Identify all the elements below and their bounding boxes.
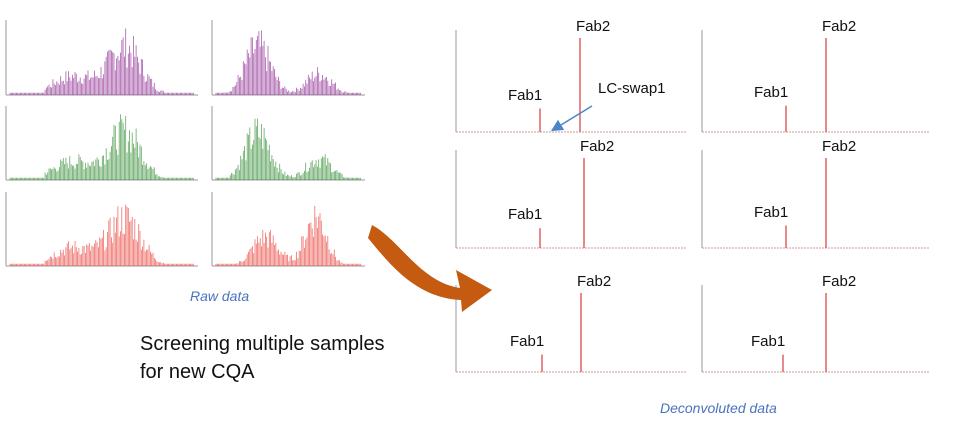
fab1-label: Fab1	[510, 332, 545, 350]
screening-line-2: for new CQA	[140, 361, 255, 383]
raw-spectrum-panel	[211, 106, 365, 181]
fab1-label: Fab1	[508, 206, 543, 224]
raw-spectrum-trace	[215, 30, 361, 95]
raw-spectrum-panel	[211, 20, 365, 96]
fab2-label: Fab2	[576, 18, 611, 35]
raw-spectrum-trace	[9, 114, 194, 180]
raw-spectrum-trace	[9, 28, 194, 95]
deconvoluted-panel	[455, 285, 686, 373]
raw-spectra	[5, 20, 365, 267]
deconvoluted-panel	[701, 150, 930, 249]
raw-spectrum-trace	[215, 118, 361, 180]
fab2-label: Fab2	[580, 138, 615, 155]
fab1-label: Fab1	[754, 203, 789, 221]
raw-spectrum-trace	[9, 204, 194, 266]
lc-swap-label: LC-swap1	[598, 80, 666, 97]
raw-spectrum-panel	[5, 106, 198, 181]
fab1-label: Fab1	[751, 332, 786, 350]
lc-swap-pointer	[550, 105, 593, 132]
screening-text: Screening multiple samples for new CQA	[140, 330, 385, 386]
raw-spectrum-panel	[211, 192, 365, 267]
fab2-label: Fab2	[822, 273, 857, 290]
fab1-label: Fab1	[508, 86, 543, 104]
screening-line-1: Screening multiple samples	[140, 333, 385, 355]
raw-data-caption: Raw data	[190, 288, 250, 304]
deconvoluted-panel	[455, 150, 686, 249]
fab2-label: Fab2	[822, 138, 857, 155]
deconvoluted-panel	[701, 285, 930, 373]
deconvoluted-caption: Deconvoluted data	[660, 400, 777, 416]
deconvoluted-panel	[701, 30, 930, 133]
deconvoluted-panel	[455, 30, 686, 133]
raw-spectrum-trace	[215, 205, 361, 266]
process-arrow	[368, 225, 492, 312]
fab2-label: Fab2	[577, 273, 612, 290]
deconvoluted-spectra	[455, 30, 930, 373]
fab2-label: Fab2	[822, 18, 857, 35]
raw-spectrum-panel	[5, 192, 198, 267]
raw-spectrum-panel	[5, 20, 198, 96]
fab1-label: Fab1	[754, 83, 789, 101]
